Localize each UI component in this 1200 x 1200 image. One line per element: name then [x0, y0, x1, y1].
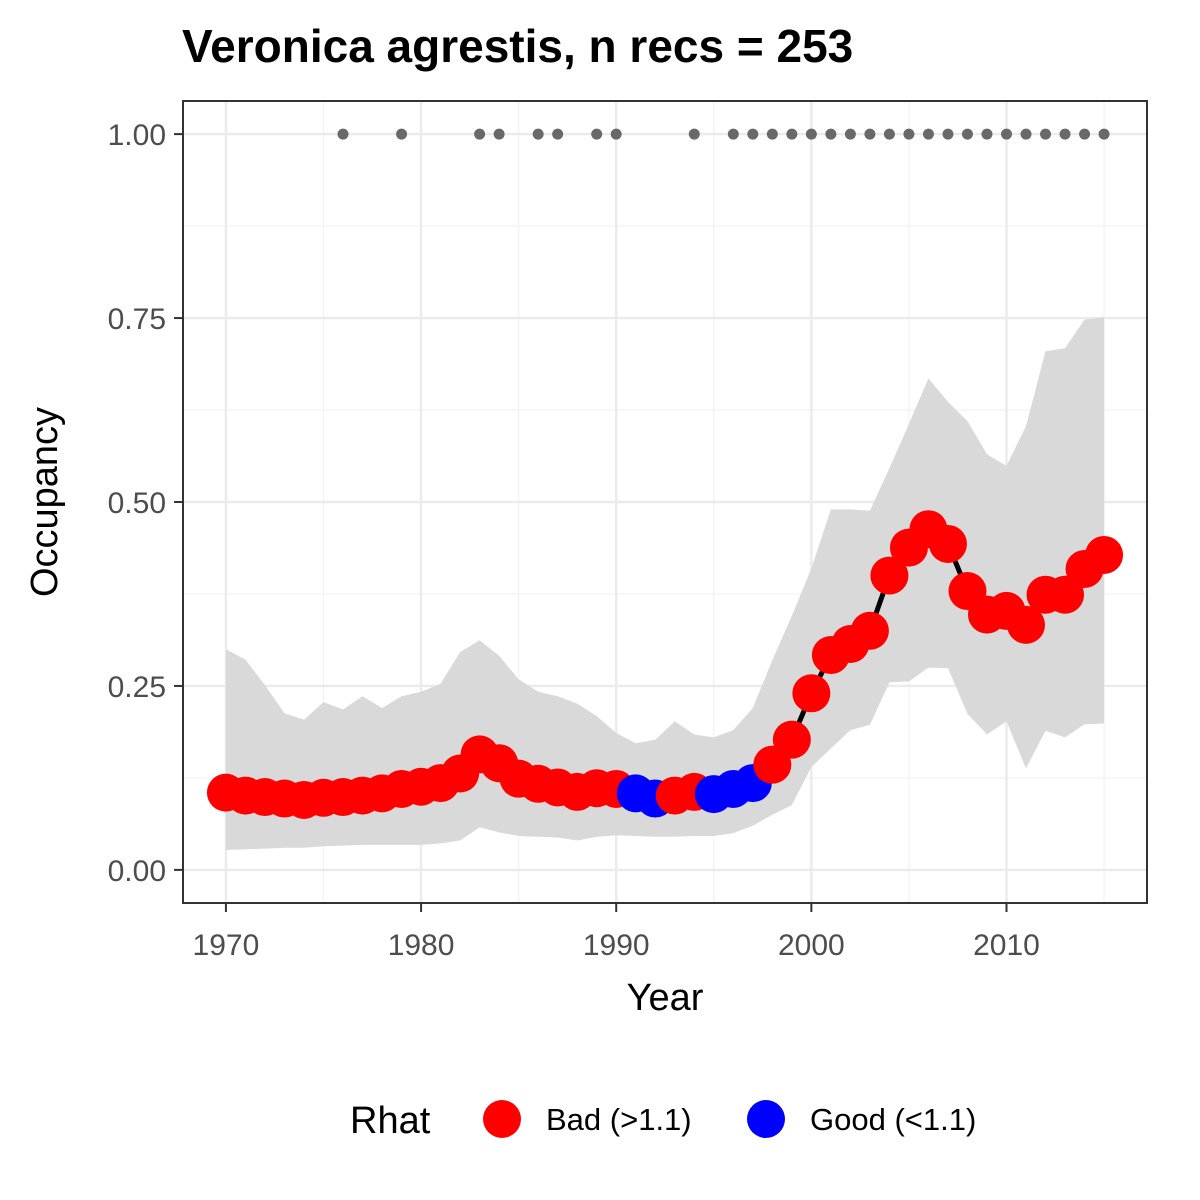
record-dot	[864, 128, 876, 140]
record-dot	[1079, 128, 1091, 140]
record-dot	[805, 128, 817, 140]
record-dot	[844, 128, 856, 140]
record-dot	[532, 128, 544, 140]
y-tick-label: 0.00	[108, 855, 166, 888]
occupancy-points	[206, 510, 1124, 819]
legend: Rhat Bad (>1.1) Good (<1.1)	[350, 1100, 976, 1142]
point-bad	[1085, 535, 1124, 574]
x-tick-label: 1980	[388, 929, 455, 962]
record-dot	[942, 128, 954, 140]
x-tick-label: 1990	[583, 929, 650, 962]
y-tick-label: 1.00	[108, 119, 166, 152]
legend-good-label: Good (<1.1)	[810, 1102, 976, 1137]
x-tick-label: 1970	[193, 929, 260, 962]
legend-good-key	[747, 1100, 785, 1138]
record-dot	[688, 128, 700, 140]
record-dot	[981, 128, 993, 140]
x-axis: 1970 1980 1990 2000 2010	[193, 903, 1040, 962]
record-dot	[1040, 128, 1052, 140]
record-dot	[552, 128, 564, 140]
point-bad	[1046, 575, 1085, 614]
record-dot	[1000, 128, 1012, 140]
y-tick-label: 0.25	[108, 671, 166, 704]
record-year-dots	[337, 128, 1110, 140]
point-bad	[928, 524, 967, 563]
record-dot	[903, 128, 915, 140]
record-dot	[825, 128, 837, 140]
record-dot	[786, 128, 798, 140]
x-axis-title: Year	[627, 977, 704, 1019]
y-axis-title: Occupancy	[24, 407, 66, 597]
y-tick-label: 0.75	[108, 303, 166, 336]
record-dot	[883, 128, 895, 140]
point-bad	[772, 720, 811, 759]
credible-ribbon	[225, 317, 1105, 850]
y-tick-label: 0.50	[108, 487, 166, 520]
record-dot	[591, 128, 603, 140]
legend-bad-key	[483, 1100, 521, 1138]
record-dot	[766, 128, 778, 140]
record-dot	[493, 128, 505, 140]
record-dot	[922, 128, 934, 140]
x-tick-label: 2010	[973, 929, 1040, 962]
record-dot	[961, 128, 973, 140]
point-bad	[850, 611, 889, 650]
record-dot	[1059, 128, 1071, 140]
record-dot	[610, 128, 622, 140]
record-dot	[474, 128, 486, 140]
record-dot	[1020, 128, 1032, 140]
record-dot	[337, 128, 349, 140]
point-bad	[792, 674, 831, 713]
record-dot	[1098, 128, 1110, 140]
record-dot	[396, 128, 408, 140]
chart-title: Veronica agrestis, n recs = 253	[182, 20, 853, 72]
y-axis: 0.00 0.25 0.50 0.75 1.00	[108, 119, 183, 888]
legend-title: Rhat	[350, 1100, 431, 1142]
record-dot	[747, 128, 759, 140]
credible-interval-ribbon	[225, 317, 1105, 850]
x-tick-label: 2000	[778, 929, 845, 962]
point-bad	[1007, 605, 1046, 644]
point-bad	[870, 556, 909, 595]
record-dot	[727, 128, 739, 140]
legend-bad-label: Bad (>1.1)	[546, 1102, 692, 1137]
